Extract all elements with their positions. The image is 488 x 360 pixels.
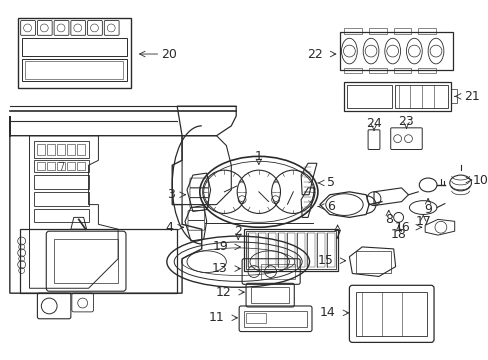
- Text: 1: 1: [254, 150, 262, 163]
- Text: 11: 11: [208, 311, 224, 324]
- Bar: [287, 233, 295, 267]
- Bar: [34, 160, 88, 172]
- Bar: [47, 144, 55, 156]
- Text: 21: 21: [464, 90, 479, 103]
- Bar: [244, 311, 306, 327]
- Bar: [77, 144, 84, 156]
- Bar: [417, 28, 435, 34]
- Bar: [277, 233, 285, 267]
- Bar: [450, 89, 456, 103]
- Text: 4: 4: [165, 221, 173, 234]
- Text: 5: 5: [326, 176, 334, 189]
- Text: 10: 10: [471, 174, 488, 186]
- Bar: [24, 61, 123, 78]
- Bar: [368, 28, 386, 34]
- Text: 15: 15: [317, 254, 333, 267]
- Text: 22: 22: [306, 48, 322, 60]
- Text: 18: 18: [390, 228, 406, 240]
- Bar: [244, 229, 337, 271]
- Bar: [344, 28, 362, 34]
- Bar: [393, 28, 410, 34]
- Bar: [18, 18, 131, 89]
- Text: 3: 3: [167, 188, 175, 201]
- Bar: [67, 144, 75, 156]
- Bar: [356, 292, 427, 336]
- Text: 13: 13: [211, 262, 227, 275]
- Bar: [339, 32, 452, 70]
- Bar: [346, 85, 391, 108]
- Bar: [245, 231, 335, 269]
- Text: 20: 20: [161, 48, 177, 60]
- Bar: [297, 233, 305, 267]
- Bar: [306, 233, 314, 267]
- Text: 9: 9: [423, 203, 431, 216]
- Bar: [326, 233, 334, 267]
- Bar: [247, 233, 255, 267]
- Bar: [77, 162, 84, 170]
- Text: 7: 7: [333, 229, 341, 242]
- Bar: [245, 313, 265, 323]
- Bar: [34, 208, 88, 222]
- Bar: [20, 229, 177, 293]
- Bar: [257, 233, 265, 267]
- Bar: [34, 192, 88, 206]
- Bar: [250, 287, 289, 303]
- Text: 8: 8: [384, 213, 392, 226]
- Bar: [260, 264, 295, 279]
- Bar: [47, 162, 55, 170]
- Bar: [344, 68, 362, 73]
- Bar: [67, 162, 75, 170]
- Bar: [417, 68, 435, 73]
- Bar: [393, 68, 410, 73]
- Text: 24: 24: [366, 117, 381, 130]
- Bar: [54, 239, 118, 283]
- Bar: [34, 175, 88, 189]
- Bar: [394, 85, 447, 108]
- Bar: [368, 68, 386, 73]
- Text: 16: 16: [394, 221, 409, 234]
- Bar: [267, 233, 275, 267]
- Text: 17: 17: [414, 215, 430, 228]
- Bar: [21, 38, 127, 56]
- Bar: [356, 251, 390, 273]
- Text: 6: 6: [326, 200, 334, 213]
- Bar: [34, 141, 88, 158]
- Bar: [37, 144, 45, 156]
- Bar: [57, 144, 65, 156]
- Text: 12: 12: [215, 286, 231, 299]
- Bar: [316, 233, 324, 267]
- Text: 23: 23: [398, 116, 413, 129]
- Text: 19: 19: [212, 240, 228, 253]
- Bar: [21, 59, 127, 81]
- Text: 2: 2: [234, 225, 242, 238]
- Text: 14: 14: [319, 306, 335, 319]
- Bar: [37, 162, 45, 170]
- Bar: [344, 82, 450, 111]
- Bar: [57, 162, 65, 170]
